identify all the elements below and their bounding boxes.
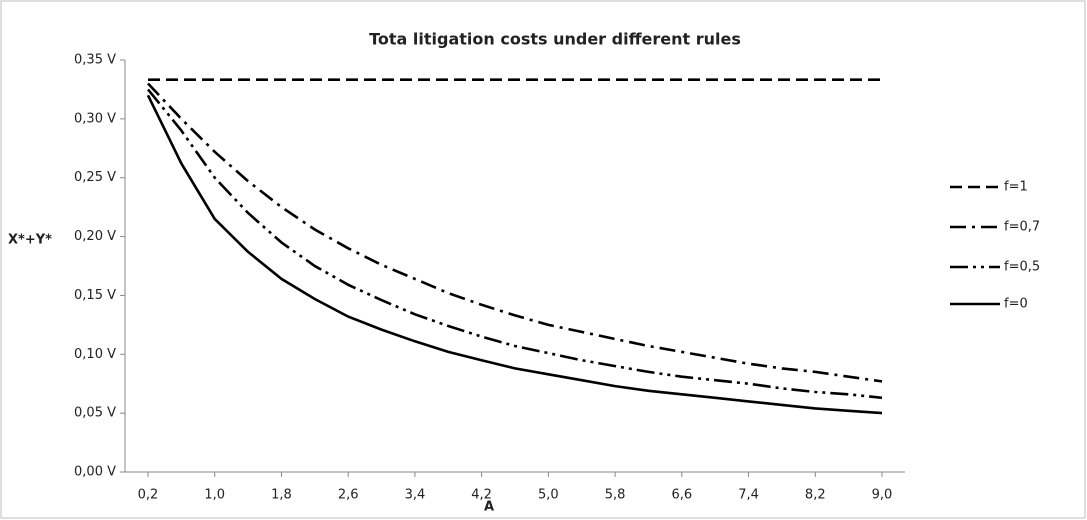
y-tick-label: 0,25 V	[74, 170, 116, 185]
x-tick-label: 3,4	[405, 488, 426, 503]
x-tick-label: 4,2	[471, 488, 492, 503]
x-tick-label: 2,6	[338, 488, 359, 503]
x-tick-label: 7,4	[738, 488, 759, 503]
y-tick-label: 0,20 V	[74, 229, 116, 244]
chart-title: Tota litigation costs under different ru…	[369, 30, 741, 49]
y-axis-title: X*+Y*	[8, 233, 52, 248]
y-tick-label: 0,00 V	[74, 465, 116, 480]
x-tick-label: 6,6	[671, 488, 692, 503]
x-axis-title: A	[484, 500, 494, 515]
legend-label: f=0,5	[1004, 260, 1040, 275]
y-tick-label: 0,05 V	[74, 406, 116, 421]
line-series	[146, 88, 883, 400]
y-tick-label: 0,35 V	[74, 53, 116, 68]
y-tick-label: 0,15 V	[74, 288, 116, 303]
legend-label: f=0	[1004, 297, 1028, 312]
x-tick-label: 1,0	[204, 488, 225, 503]
x-tick-label: 5,0	[538, 488, 559, 503]
x-tick-label: 1,8	[271, 488, 292, 503]
x-tick-label: 5,8	[605, 488, 626, 503]
line-series	[146, 94, 883, 415]
x-tick-label: 0,2	[138, 488, 159, 503]
y-tick-label: 0,30 V	[74, 111, 116, 126]
line-series	[147, 82, 883, 383]
legend-label: f=0,7	[1004, 220, 1040, 235]
legend-label: f=1	[1004, 180, 1028, 195]
x-tick-label: 9,0	[872, 488, 893, 503]
y-tick-label: 0,10 V	[74, 347, 116, 362]
x-tick-label: 8,2	[805, 488, 826, 503]
